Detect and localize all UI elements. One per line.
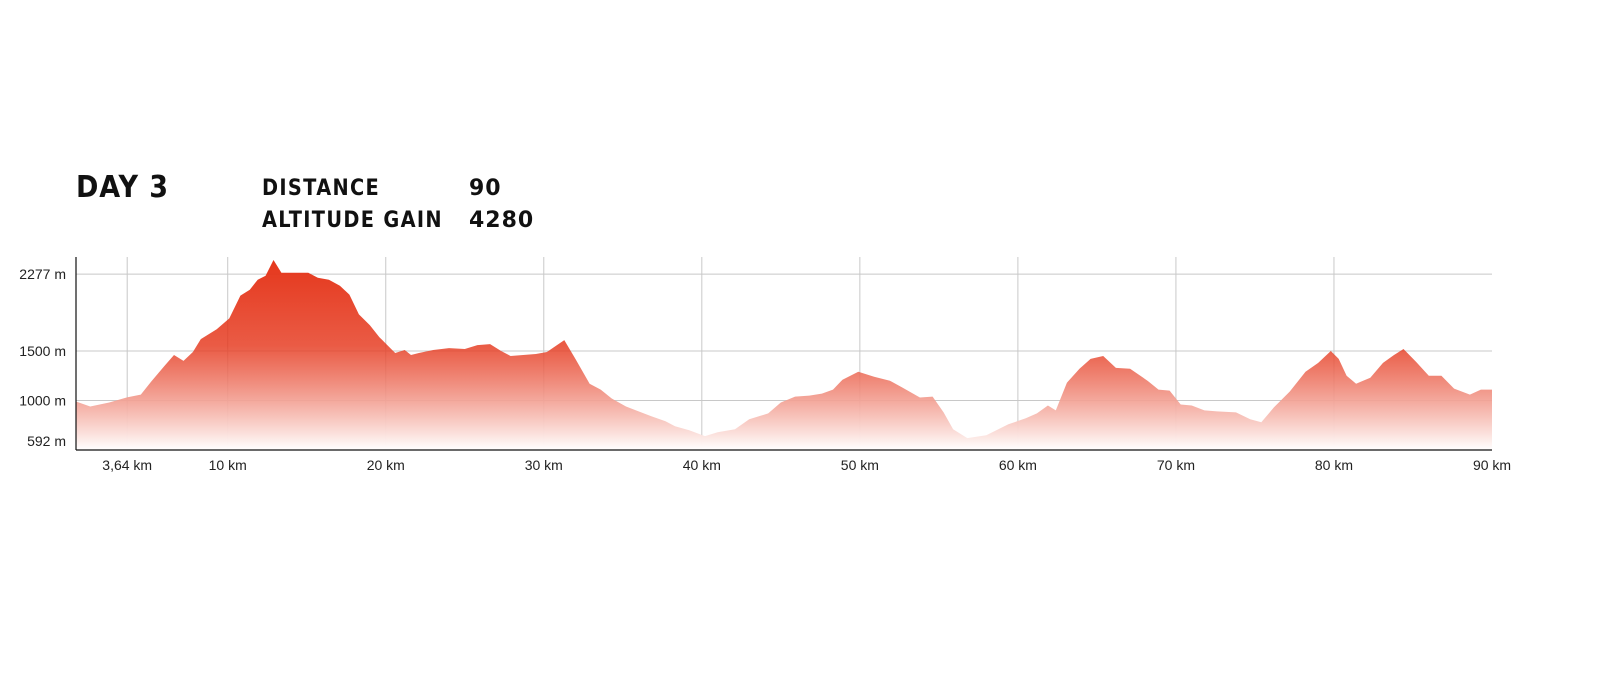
x-tick-label: 3,64 km	[102, 457, 152, 473]
altitude-gain-value: 4280	[469, 208, 535, 233]
x-tick-label: 40 km	[683, 457, 721, 473]
tick-labels: 3,64 km 10 km 20 km 30 km 40 km 50 km 60 km 70 …	[19, 266, 1511, 473]
y-tick-label: 2277 m	[19, 266, 66, 282]
x-tick-label: 60 km	[999, 457, 1037, 473]
distance-value: 90	[469, 176, 502, 201]
altitude-gain-label: ALTITUDE GAIN	[262, 208, 443, 233]
x-tick-label: 10 km	[209, 457, 247, 473]
elevation-area	[76, 260, 1492, 450]
x-tick-label: 70 km	[1157, 457, 1195, 473]
y-tick-label: 1500 m	[19, 343, 66, 359]
axes	[75, 257, 1492, 451]
x-tick-label: 50 km	[841, 457, 879, 473]
x-tick-label: 80 km	[1315, 457, 1353, 473]
x-tick-label: 30 km	[525, 457, 563, 473]
y-tick-label: 592 m	[27, 433, 66, 449]
x-tick-label: 90 km	[1473, 457, 1511, 473]
x-tick-label: 20 km	[367, 457, 405, 473]
day-title: DAY 3	[76, 170, 169, 205]
y-tick-label: 1000 m	[19, 393, 66, 409]
distance-label: DISTANCE	[262, 176, 381, 201]
